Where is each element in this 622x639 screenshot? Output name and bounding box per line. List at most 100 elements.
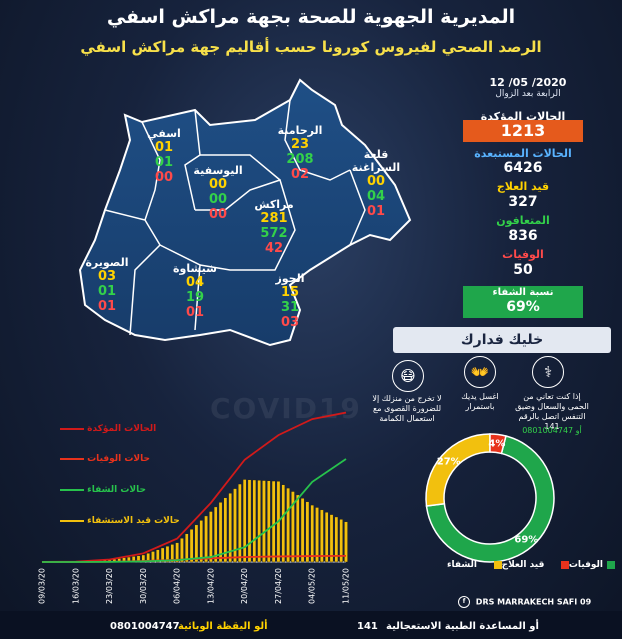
legend-recovered: حالات الشفاء [60,485,146,495]
hospitalized-bar [320,509,324,563]
hospitalized-bar [238,483,242,563]
hospitalized-bar [310,504,315,563]
series-line-2 [42,458,347,563]
hospitalized-bar [286,487,290,563]
region-marrakech: مراكش 281 572 42 [254,198,294,256]
region-map [78,78,412,347]
tip-phone-text: أو 0801004747 [522,426,582,435]
hospitalized-bar [271,480,276,563]
legend-hospitalized: حالات قيد الاستشفاء [60,516,180,526]
excluded-label: الحالات المستبعدة [474,147,572,160]
tip-mask: 😷 [392,360,424,392]
hospitalized-bar [257,480,261,563]
facebook-icon: f [458,596,470,608]
hospitalized-bar [315,507,319,563]
x-tick-label: 06/04/20 [173,568,182,604]
tip-mask-text: لا تخرج من منزلك إلا للضرورة القصوى مع ا… [372,394,442,423]
report-date: 12 /05 /2020 [489,76,567,89]
region-safi: اسفي 01 01 00 [147,127,181,185]
hospitalized-bar [189,529,194,563]
hospitalized-bar [344,521,348,563]
tip-doctor-text: إذا كنت تعاني من الحمى والسعال وضيق التن… [515,392,589,431]
alert-label: ألو اليقظة الوبائية [178,621,268,632]
donut-label: 69% [514,534,538,545]
hospitalized-bar [228,492,232,563]
x-tick-label: 11/05/20 [342,568,351,604]
deaths-label: الوفيات [502,248,544,261]
hospitalized-bar [204,515,208,563]
donut-slice [425,433,491,507]
deaths-value: 50 [513,262,533,278]
x-tick-label: 27/04/20 [274,568,283,604]
treatment-label: قيد العلاج [496,180,550,193]
x-tick-label: 30/03/20 [139,568,148,604]
hospitalized-bar [223,497,228,563]
x-tick-label: 04/05/20 [308,568,317,604]
series-line-0 [41,411,347,563]
drs-label: f DRS MARRAKECH SAFI 09 [458,596,591,608]
recovery-rate-value: 69% [506,299,540,315]
hospitalized-bar [339,519,343,563]
recovered-value: 836 [508,228,538,244]
region-essaouira: الصويرة 03 01 01 [85,256,129,314]
hospitalized-bar [252,479,257,563]
page-title: المديرية الجهوية للصحة بجهة مراكش اسفي [106,6,516,28]
hospitalized-bar [151,551,155,563]
hospitalized-bar [242,479,247,563]
hospitalized-bar [156,549,160,563]
hospitalized-bar [170,544,175,563]
hospitalized-bar [199,520,204,563]
hospitalized-bar [266,480,271,563]
tip-hands-text: اغسل يديك باستمرار [461,392,499,411]
region-rehamna: الرحامنة 23 208 02 [277,124,323,182]
recovery-rate-label: نسبة الشفاء [492,287,554,298]
hospitalized-bar [165,545,170,563]
x-tick-labels: 09/03/20 16/03/20 23/03/20 30/03/20 06/04/20… [38,568,351,604]
emergency-number: 141 [357,621,378,632]
recovered-label: المتعافون [496,214,550,227]
donut-slice [425,435,555,563]
page-subtitle: الرصد الصحي لفيروس كورونا حسب أقاليم جهة… [80,38,542,56]
hospitalized-bar [184,533,189,563]
hospitalized-bar [233,488,237,563]
hospitalized-bar [213,506,218,563]
x-tick-label: 09/03/20 [38,568,47,604]
region-chichaoua: شيشاوة 04 19 01 [173,262,217,320]
x-tick-label: 23/03/20 [105,568,114,604]
legend-confirmed: الحالات المؤكدة [60,424,156,434]
tip-hands: 👐 [464,356,496,388]
region-kelaa: قلعة السراغنة 00 04 01 [351,148,401,219]
hospitalized-bar [247,479,252,563]
hospitalized-bar [175,542,179,563]
hospitalized-bar [329,514,334,563]
covid-watermark: COVID19 [210,392,362,425]
tip-doctor: ⚕ [532,356,564,388]
x-tick-label: 16/03/20 [71,568,80,604]
hospitalized-bar [334,516,339,563]
hospitalized-bar [324,512,329,563]
hospitalized-bar [218,502,223,563]
region-youssoufia: اليوسفية 00 00 00 [193,164,243,222]
stethoscope-icon: ⚕ [532,356,564,388]
region-haouz: الحوز 15 31 03 [275,272,305,330]
x-tick-label: 13/04/20 [206,568,215,604]
donut-label: 4% [488,438,505,449]
hospitalized-bar [291,491,295,563]
mask-icon: 😷 [392,360,424,392]
hospitalized-bar [194,524,199,563]
emergency-label: أو المساعدة الطبية الاستعجالية [386,621,539,632]
recovery-rate-box: نسبة الشفاء 69% [463,286,583,318]
footer-bar [0,611,622,639]
confirmed-value: 1213 [463,120,583,142]
alert-number: 0801004747 [110,621,180,632]
confirmed-label: الحالات المؤكدة [480,110,566,123]
distribution-donut: 69% 27% 4% [425,433,555,563]
hospitalized-bar [305,501,310,563]
donut-label: 27% [437,457,461,468]
report-time: الرابعة بعد الزوال [495,89,561,99]
stay-home-banner: خليك فدارك [393,327,611,353]
hospitalized-bar [160,547,165,563]
legend-deaths: حالات الوفيات [60,454,150,464]
hand-wash-icon: 👐 [464,356,496,388]
trend-lines [41,411,347,563]
